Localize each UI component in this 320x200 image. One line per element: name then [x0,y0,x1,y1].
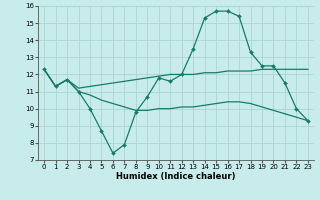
X-axis label: Humidex (Indice chaleur): Humidex (Indice chaleur) [116,172,236,181]
